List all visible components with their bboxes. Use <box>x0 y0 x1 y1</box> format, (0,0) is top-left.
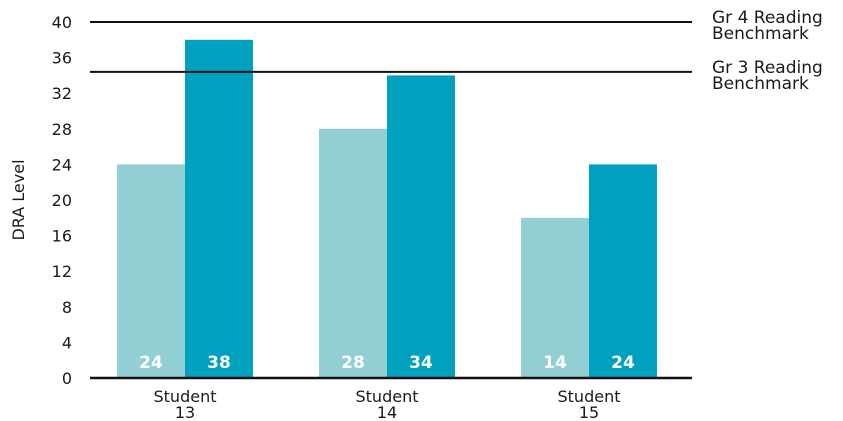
y-tick-label: 20 <box>52 191 72 210</box>
y-tick-label: 24 <box>52 155 72 174</box>
y-tick-label: 4 <box>62 333 72 352</box>
y-tick-label: 12 <box>52 262 72 281</box>
bar <box>589 164 657 378</box>
benchmark-label: Benchmark <box>712 74 809 94</box>
bar-value-label: 34 <box>409 353 433 373</box>
bar <box>319 128 387 378</box>
bar <box>185 39 253 379</box>
benchmark-label: Benchmark <box>712 24 809 44</box>
bar-value-label: 24 <box>139 353 163 373</box>
bar-value-label: 38 <box>207 353 231 373</box>
x-category-label: Student <box>356 387 419 406</box>
bar-value-label: 24 <box>611 353 635 373</box>
bar-value-label: 28 <box>341 353 365 373</box>
x-category-label: Student <box>558 387 621 406</box>
bar-value-label: 14 <box>543 353 567 373</box>
x-category-label: 15 <box>579 403 599 421</box>
y-tick-label: 16 <box>52 227 72 246</box>
bar <box>521 217 589 378</box>
benchmark-label: Gr 4 Reading <box>712 8 823 28</box>
y-tick-label: 0 <box>62 369 72 388</box>
x-category-label: Student <box>154 387 217 406</box>
bar <box>117 164 185 378</box>
benchmark-label: Gr 3 Reading <box>712 58 823 78</box>
y-tick-label: 8 <box>62 298 72 317</box>
y-tick-label: 28 <box>52 120 72 139</box>
y-tick-label: 40 <box>52 13 72 32</box>
y-tick-label: 36 <box>52 49 72 68</box>
x-category-label: 14 <box>377 403 397 421</box>
y-tick-label: 32 <box>52 84 72 103</box>
x-category-label: 13 <box>175 403 195 421</box>
bar <box>387 75 455 379</box>
y-axis-label: DRA Level <box>9 159 28 240</box>
